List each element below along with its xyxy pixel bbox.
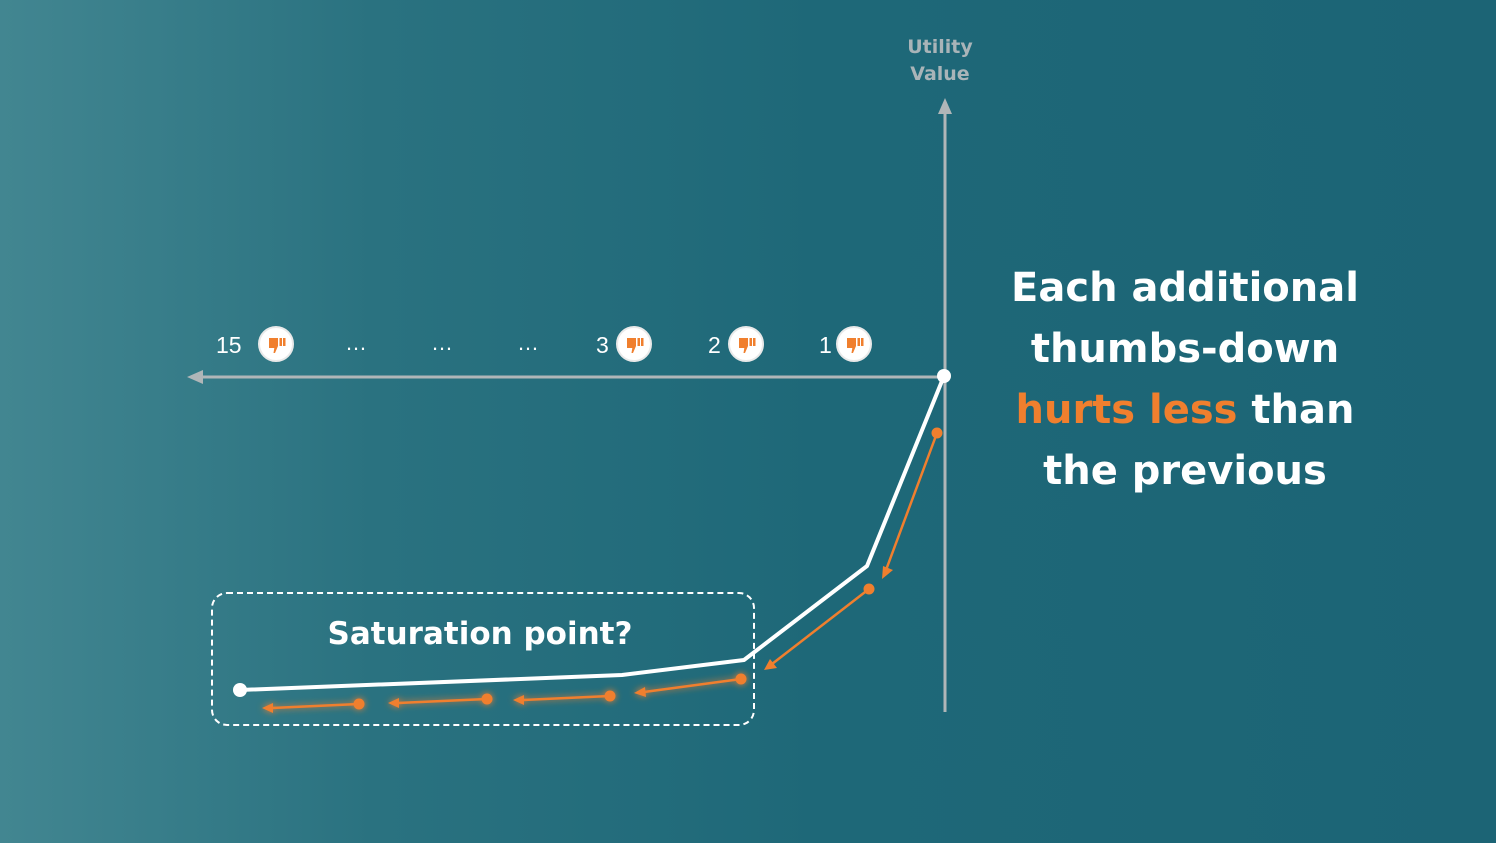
y-axis-label-line1: Utility xyxy=(907,36,973,58)
saturation-label: Saturation point? xyxy=(327,616,633,652)
step-arrow xyxy=(513,690,616,705)
thumbs-down-icon xyxy=(836,326,872,362)
headline-line4: the previous xyxy=(1043,448,1327,494)
headline: Each additional thumbs-down hurts less t… xyxy=(985,258,1385,502)
utility-curve xyxy=(239,375,946,692)
x-axis-arrowhead xyxy=(187,370,203,384)
headline-line3-rest: than xyxy=(1237,387,1355,433)
count-label: 1 xyxy=(819,332,832,358)
ellipsis-marker: … xyxy=(345,330,369,355)
headline-line2: thumbs-down xyxy=(1030,326,1340,372)
ellipsis-marker: … xyxy=(517,330,541,355)
step-arrow xyxy=(388,693,493,708)
origin-point xyxy=(937,369,951,383)
step-arrow xyxy=(764,583,875,670)
count-label: 15 xyxy=(216,332,242,358)
headline-accent: hurts less xyxy=(1015,387,1238,433)
headline-line3: hurts less than xyxy=(985,380,1385,441)
y-axis-label: Utility Value xyxy=(907,34,973,88)
thumbs-down-icon xyxy=(258,326,294,362)
ellipsis-marker: … xyxy=(431,330,455,355)
thumbs-down-icon xyxy=(616,326,652,362)
step-arrow xyxy=(882,427,943,579)
y-axis-arrowhead xyxy=(938,98,952,114)
count-label: 2 xyxy=(708,332,721,358)
headline-line1: Each additional xyxy=(1011,265,1359,311)
saturation-box xyxy=(211,592,755,726)
curve-end-point xyxy=(233,683,247,697)
step-arrow xyxy=(634,673,747,697)
step-arrow xyxy=(262,698,365,713)
thumbs-down-icon xyxy=(728,326,764,362)
y-axis-label-line2: Value xyxy=(910,63,970,85)
count-label: 3 xyxy=(596,332,609,358)
